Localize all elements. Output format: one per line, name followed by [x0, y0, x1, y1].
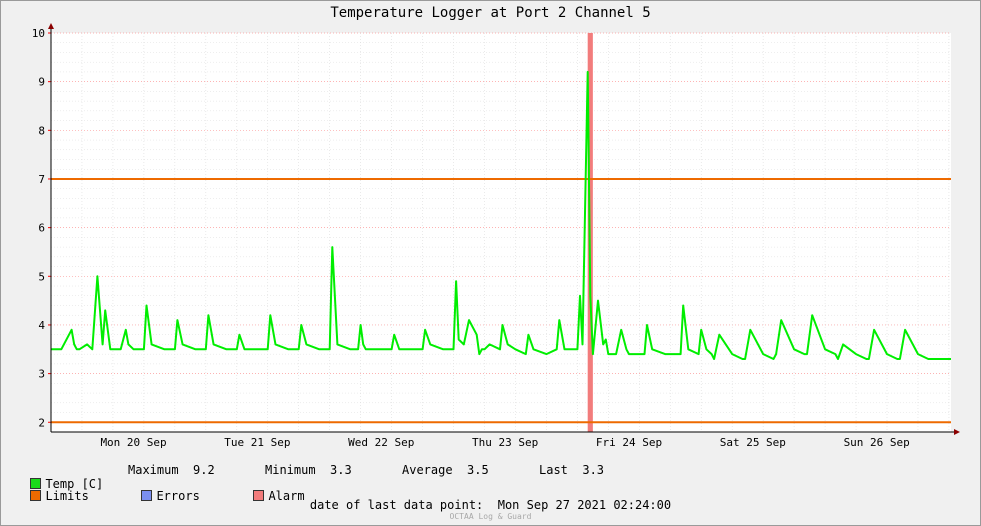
x-tick-label: Fri 24 Sep [596, 436, 662, 449]
chart-svg: 2 3 4 5 6 7 8 9 10 Mon 20 Sep Tue 21 Sep Wed 22 Sep… [32, 23, 960, 449]
chart-title: Temperature Logger at Port 2 Channel 5 [330, 5, 651, 21]
maximum-label: Maximum [128, 463, 179, 477]
plot-area [51, 33, 951, 432]
legend-row-2: Limits [16, 475, 89, 503]
legend-errors-label: Errors [156, 489, 200, 503]
date-value: Mon Sep 27 2021 02:24:00 [497, 498, 672, 512]
stat-last: Last 3.3 [539, 463, 604, 477]
last-value: 3.3 [582, 463, 605, 477]
errors-swatch-icon [141, 490, 153, 501]
x-tick-label: Sun 26 Sep [844, 436, 910, 449]
y-tick-label: 2 [38, 416, 45, 429]
minimum-label: Minimum [265, 463, 316, 477]
x-tick-label: Wed 22 Sep [348, 436, 414, 449]
y-tick-label: 6 [38, 222, 45, 235]
y-axis-arrow-icon [48, 23, 54, 29]
temp-series-line [51, 70, 951, 360]
y-tick-label: 3 [38, 368, 45, 381]
limits-swatch-icon [30, 490, 42, 501]
alarm-swatch-icon [253, 490, 265, 501]
x-tick-label: Sat 25 Sep [720, 436, 786, 449]
y-tick-label: 9 [38, 76, 45, 89]
last-label: Last [539, 463, 568, 477]
average-value: 3.5 [467, 463, 489, 477]
x-tick-label: Mon 20 Sep [100, 436, 166, 449]
x-axis-arrow-icon [954, 429, 960, 435]
minimum-value: 3.3 [330, 463, 352, 477]
legend-temp-label: Temp [C] [45, 477, 104, 491]
stat-average: Average 3.5 [402, 463, 489, 477]
stat-maximum: Maximum 9.2 [128, 463, 215, 477]
maximum-value: 9.2 [193, 463, 215, 477]
legend-alarm: Alarm [239, 475, 305, 503]
last-data-point: date of last data point: Mon Sep 27 2021… [0, 498, 981, 512]
y-tick-label: 5 [38, 270, 45, 283]
legend-row-1: Temp [C] [16, 463, 103, 491]
x-tick-label: Tue 21 Sep [224, 436, 290, 449]
legend-limits-label: Limits [45, 489, 89, 503]
date-label: date of last data point: [309, 498, 484, 512]
average-label: Average [402, 463, 453, 477]
watermark: OCTAA Log & Guard [449, 512, 532, 521]
y-tick-label: 10 [32, 27, 45, 40]
legend-alarm-label: Alarm [268, 489, 305, 503]
legend-errors: Errors [127, 475, 200, 503]
temp-swatch-icon [30, 478, 42, 489]
y-tick-label: 7 [38, 173, 45, 186]
y-tick-label: 4 [38, 319, 45, 332]
y-tick-label: 8 [38, 124, 45, 137]
x-tick-label: Thu 23 Sep [472, 436, 538, 449]
stat-minimum: Minimum 3.3 [265, 463, 352, 477]
